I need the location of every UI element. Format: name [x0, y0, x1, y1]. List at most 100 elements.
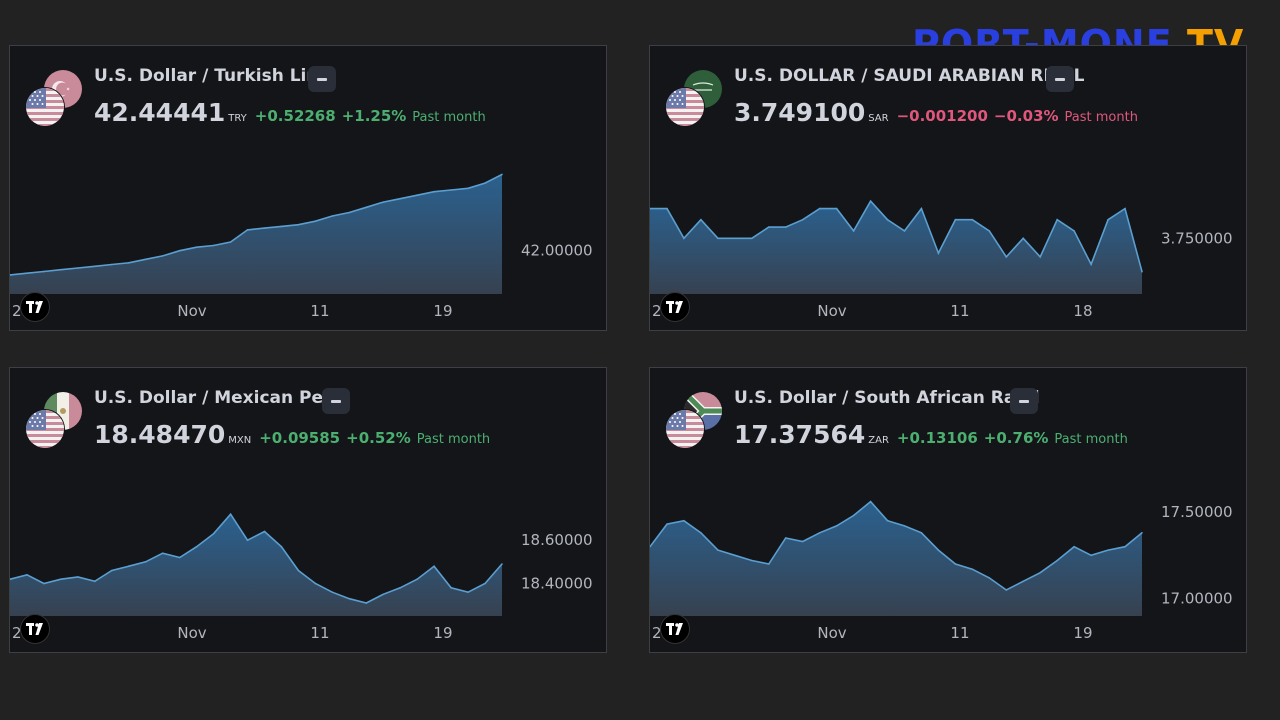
- data-point: [1073, 545, 1075, 548]
- x-tick-label: Nov: [817, 624, 846, 642]
- x-tick-label: 2: [12, 624, 22, 642]
- data-point: [717, 549, 719, 551]
- data-point: [195, 246, 198, 248]
- ticker-widget-usd-mxn[interactable]: U.S. Dollar / Mexican Peso 18.48470 MXN +0…: [9, 367, 607, 653]
- pair-title[interactable]: U.S. Dollar / Turkish Lira: [94, 66, 327, 86]
- pair-title[interactable]: U.S. DOLLAR / SAUDI ARABIAN RIYAL: [734, 66, 1085, 86]
- data-point: [26, 574, 28, 576]
- collapse-button[interactable]: [1046, 66, 1074, 92]
- data-point: [1005, 589, 1008, 591]
- data-point: [110, 263, 113, 266]
- collapse-button[interactable]: [308, 66, 336, 92]
- data-point: [77, 576, 79, 578]
- data-point: [246, 539, 249, 541]
- data-point: [683, 519, 685, 522]
- quote-line: 17.37564 ZAR +0.13106 +0.76% Past month: [734, 420, 1128, 449]
- us-flag-icon: [666, 410, 704, 448]
- price-chart[interactable]: 3.750000 2 Nov 11 18: [650, 156, 1247, 331]
- price-chart[interactable]: 18.60000 18.40000 2 Nov 11 19: [10, 478, 607, 653]
- tradingview-logo-icon[interactable]: [660, 614, 690, 644]
- data-point: [43, 582, 45, 585]
- data-point: [365, 602, 368, 604]
- tradingview-logo-icon[interactable]: [660, 292, 690, 322]
- data-point: [971, 218, 974, 221]
- series-area: [10, 514, 502, 616]
- data-point: [280, 545, 283, 548]
- currency-flags: [26, 70, 86, 130]
- data-point: [433, 190, 435, 193]
- price-chart[interactable]: 17.50000 17.00000 2 Nov 11 19: [650, 478, 1247, 653]
- x-tick-label: 11: [310, 302, 329, 320]
- data-point: [869, 200, 872, 202]
- collapse-button[interactable]: [322, 388, 350, 414]
- ticker-widget-usd-zar[interactable]: U.S. Dollar / South African Rand 17.3756…: [649, 367, 1247, 653]
- last-price: 18.48470: [94, 420, 226, 449]
- data-point: [937, 549, 940, 551]
- data-point: [144, 561, 147, 563]
- y-tick-label: 17.50000: [1161, 503, 1233, 521]
- data-point: [937, 252, 940, 254]
- data-point: [195, 545, 198, 548]
- data-point: [26, 272, 28, 274]
- data-point: [700, 532, 702, 534]
- us-flag-icon: [26, 410, 64, 448]
- data-point: [784, 226, 787, 228]
- us-flag-icon: [26, 88, 64, 126]
- data-point: [700, 218, 702, 221]
- x-tick-label: Nov: [177, 624, 206, 642]
- data-point: [484, 582, 486, 585]
- data-point: [903, 230, 906, 232]
- data-point: [433, 565, 435, 567]
- data-point: [77, 267, 79, 269]
- data-point: [666, 207, 668, 210]
- quote-line: 3.749100 SAR −0.001200 −0.03% Past month: [734, 98, 1138, 127]
- data-point: [835, 207, 838, 210]
- data-point: [1107, 549, 1109, 551]
- quote-line: 42.44441 TRY +0.52268 +1.25% Past month: [94, 98, 486, 127]
- data-point: [650, 545, 651, 548]
- currency-code: ZAR: [868, 435, 889, 446]
- data-point: [399, 197, 402, 200]
- data-point: [212, 244, 215, 247]
- y-tick-label: 18.60000: [521, 531, 593, 549]
- price-change-percent: +1.25%: [341, 107, 407, 125]
- data-point: [734, 554, 736, 557]
- data-point: [1039, 571, 1042, 574]
- data-point: [869, 500, 872, 503]
- collapse-button[interactable]: [1010, 388, 1038, 414]
- last-price: 17.37564: [734, 420, 866, 449]
- data-point: [297, 223, 300, 226]
- data-point: [229, 241, 232, 243]
- data-point: [467, 591, 469, 593]
- currency-flags: [26, 392, 86, 452]
- pair-title[interactable]: U.S. Dollar / Mexican Peso: [94, 388, 345, 408]
- tradingview-logo-icon[interactable]: [20, 292, 50, 322]
- x-tick-label: 11: [950, 624, 969, 642]
- pair-title[interactable]: U.S. Dollar / South African Rand: [734, 388, 1040, 408]
- ticker-widget-usd-sar[interactable]: U.S. DOLLAR / SAUDI ARABIAN RIYAL 3.7491…: [649, 45, 1247, 331]
- price-change: +0.09585: [259, 429, 341, 447]
- data-point: [127, 262, 130, 264]
- ticker-widget-usd-try[interactable]: U.S. Dollar / Turkish Lira 42.44441 TRY +0…: [9, 45, 607, 331]
- data-point: [1022, 237, 1025, 240]
- data-point: [1056, 559, 1058, 562]
- data-point: [954, 563, 957, 565]
- data-point: [467, 187, 469, 190]
- tradingview-logo-icon[interactable]: [20, 614, 50, 644]
- y-tick-label: 17.00000: [1161, 590, 1233, 608]
- data-point: [1039, 256, 1042, 258]
- price-chart[interactable]: 42.00000 2 Nov 11 19: [10, 156, 607, 331]
- data-point: [750, 237, 753, 240]
- data-point: [1107, 218, 1109, 221]
- data-point: [903, 525, 906, 527]
- data-point: [818, 532, 821, 534]
- price-change-percent: +0.76%: [983, 429, 1049, 447]
- period-label: Past month: [1064, 110, 1138, 125]
- data-point: [212, 532, 215, 535]
- data-point: [886, 218, 889, 221]
- data-point: [331, 215, 334, 217]
- data-point: [1141, 532, 1143, 534]
- data-point: [314, 582, 317, 585]
- data-point: [852, 514, 855, 517]
- x-tick-label: 19: [1073, 624, 1092, 642]
